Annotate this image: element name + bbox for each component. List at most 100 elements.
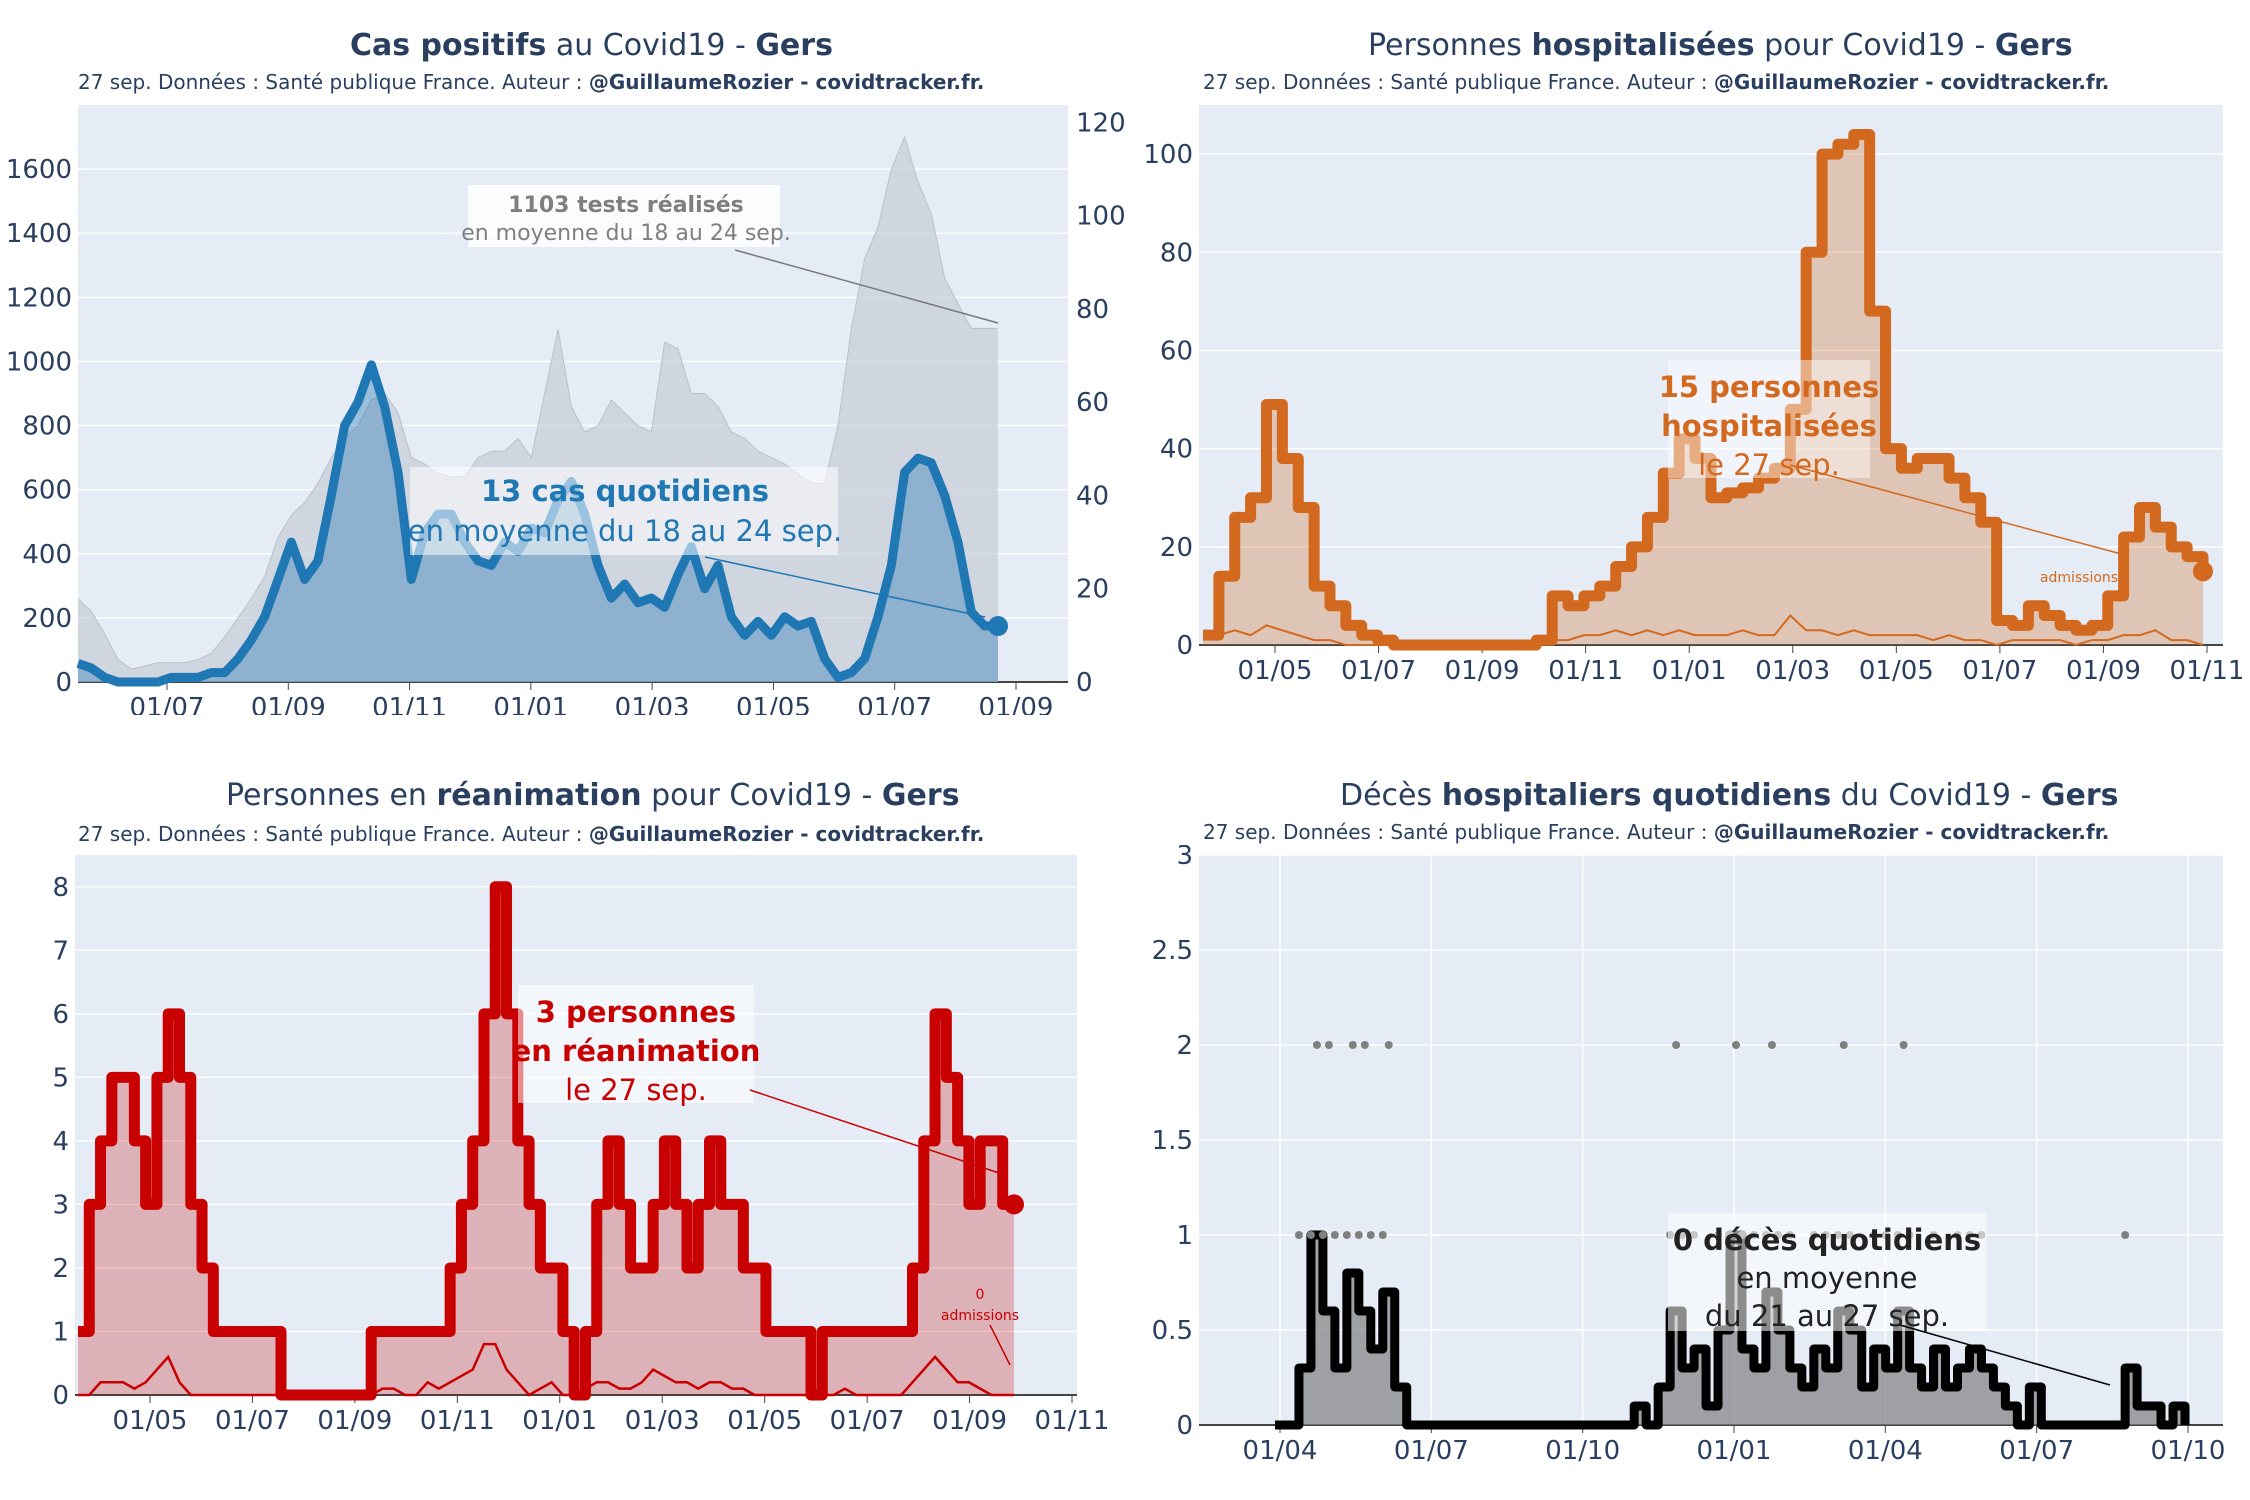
deaths-xtick: 01/01 (1697, 1436, 1772, 1465)
rea-xtick: 01/11 (420, 1406, 495, 1436)
deaths-annot-2-part: en moyenne (1736, 1261, 1917, 1295)
deaths-daily-dot (1348, 1041, 1357, 1049)
deaths-daily-dot (1306, 1231, 1315, 1239)
deaths-daily-dot (1732, 1041, 1740, 1049)
cases-y2tick: 60 (1076, 388, 1109, 418)
hosp-xtick: 01/11 (1548, 656, 1623, 686)
cases-xtick: 01/09 (251, 693, 326, 715)
deaths-daily-dot (1839, 1041, 1848, 1049)
hosp-xtick: 01/03 (1755, 656, 1830, 686)
rea-admissions-line (78, 1342, 1014, 1397)
cases-ytick: 800 (22, 412, 72, 442)
hosp-annot-3-part: le 27 sep. (1698, 448, 1840, 482)
cases-annot-2: en moyenne du 18 au 24 sep. (408, 514, 842, 548)
rea-annot-3-part: le 27 sep. (565, 1073, 707, 1107)
hosp-plot-bg (1199, 105, 2223, 645)
deaths-xtick: 01/07 (1394, 1436, 1469, 1465)
deaths-xtick: 01/04 (1243, 1436, 1318, 1465)
rea-line (78, 881, 1014, 1401)
rea-ytick: 4 (52, 1127, 69, 1157)
rea-ytick: 3 (52, 1190, 69, 1220)
deaths-ytick: 1.5 (1152, 1126, 1193, 1156)
deaths-daily-dot (1672, 1041, 1681, 1049)
cases-xtick: 01/01 (493, 693, 568, 715)
rea-ytick: 6 (52, 1000, 69, 1030)
deaths-daily-dot (1324, 1041, 1333, 1049)
deaths-annot-arrow (1899, 1324, 2111, 1386)
rea-xtick: 01/11 (1035, 1406, 1110, 1436)
hosp-ytick: 20 (1160, 533, 1193, 563)
rea-admissions-label-1-part: 0 (976, 1287, 985, 1303)
hosp-xtick: 01/09 (1445, 656, 1520, 686)
rea-xtick: 01/09 (317, 1406, 392, 1436)
cases-ytick: 1400 (6, 219, 72, 249)
hosp-xtick: 01/07 (1341, 656, 1416, 686)
deaths-daily-dot (1312, 1041, 1321, 1049)
rea-admissions-label-2-part: admissions (941, 1308, 1019, 1324)
rea-xtick: 01/01 (522, 1406, 597, 1436)
cases-y2tick: 120 (1076, 108, 1125, 138)
hosp-ytick: 0 (1176, 631, 1193, 661)
rea-ytick: 8 (52, 873, 69, 903)
cases-xtick: 01/07 (130, 693, 205, 715)
rea-ytick: 2 (52, 1254, 69, 1284)
hosp-xtick: 01/11 (2170, 656, 2245, 686)
rea-annot-1-part: 3 personnes (536, 995, 736, 1029)
deaths-ytick: 2 (1176, 1031, 1193, 1061)
cases-xtick: 01/05 (736, 693, 811, 715)
hosp-admissions-label-part: admissions (2040, 570, 2118, 586)
deaths-xtick: 01/10 (1545, 1436, 1620, 1465)
deaths-annot-3: du 21 au 27 sep. (1705, 1299, 1949, 1333)
cases-subtitle: 27 sep. Données : Santé publique France.… (78, 70, 985, 94)
cases-annot-arrow (704, 556, 986, 618)
rea-area (78, 886, 1014, 1395)
deaths-ytick: 2.5 (1152, 936, 1193, 966)
deaths-daily-dot (1342, 1231, 1351, 1239)
rea-xtick: 01/05 (113, 1406, 188, 1436)
hosp-xtick: 01/01 (1652, 656, 1727, 686)
deaths-ytick: 3 (1176, 845, 1193, 871)
hosp-annot-2-part: hospitalisées (1661, 409, 1877, 443)
deaths-ytick: 0 (1176, 1411, 1193, 1441)
cases-ytick: 0 (55, 668, 72, 698)
hosp-last-point (2193, 561, 2213, 582)
rea-subtitle: 27 sep. Données : Santé publique France.… (78, 822, 985, 846)
hosp-admissions-line (1202, 614, 2204, 647)
cases-y2tick: 80 (1076, 295, 1109, 325)
cases-area (78, 364, 998, 682)
rea-annot-2-part: en réanimation (512, 1034, 761, 1068)
deaths-annot-2: en moyenne (1736, 1261, 1917, 1295)
rea-ytick: 0 (52, 1381, 69, 1411)
hosp-line (1203, 128, 2209, 651)
cases-tests-annot-bg (468, 185, 780, 247)
deaths-title: Décès hospitaliers quotidiens du Covid19… (1340, 778, 2119, 813)
deaths-annot-1-part: 0 décès quotidiens (1673, 1223, 1981, 1257)
rea-annot-arrow (749, 1089, 1006, 1176)
cases-annot-1: 13 cas quotidiens (481, 474, 769, 508)
hosp-area (1203, 134, 2203, 646)
hosp-xtick: 01/05 (1859, 656, 1934, 686)
cases-tests-annot-1-part: 1103 tests réalisés (508, 193, 744, 218)
deaths-daily-dot (1330, 1231, 1339, 1239)
deaths-daily-dot (1360, 1041, 1369, 1049)
deaths-xtick: 01/10 (2151, 1436, 2226, 1465)
rea-chart: 0 1 2 3 4 5 6 7 8 01/05 01/07 01/09 01/11 01/01 01/03 0… (52, 855, 1110, 1436)
deaths-daily-dot (1318, 1231, 1327, 1239)
deaths-ytick: 1 (1176, 1221, 1193, 1251)
hosp-annot-1: 15 personnes (1659, 370, 1880, 404)
rea-title: Personnes en réanimation pour Covid19 - … (226, 778, 960, 813)
deaths-daily-dot (1294, 1231, 1303, 1239)
hosp-xtick: 01/05 (1238, 656, 1313, 686)
hosp-annot-2: hospitalisées (1661, 409, 1877, 443)
deaths-daily-dot (1899, 1041, 1908, 1049)
hosp-subtitle: 27 sep. Données : Santé publique France.… (1203, 70, 2110, 94)
cases-ytick: 600 (22, 476, 72, 506)
deaths-ytick: 0.5 (1152, 1316, 1193, 1346)
deaths-daily-dot (1384, 1041, 1393, 1049)
deaths-daily-dot (1354, 1231, 1363, 1239)
cases-annot-1-part: 13 cas quotidiens (481, 474, 769, 508)
rea-xtick: 01/09 (932, 1406, 1007, 1436)
hosp-xtick: 01/07 (1962, 656, 2037, 686)
deaths-chart: 0 0.5 1 1.5 2 2.5 3 01/04 01/07 01/10 01/01 01/04 01… (1152, 845, 2226, 1465)
deaths-subtitle: 27 sep. Données : Santé publique France.… (1203, 820, 2110, 844)
